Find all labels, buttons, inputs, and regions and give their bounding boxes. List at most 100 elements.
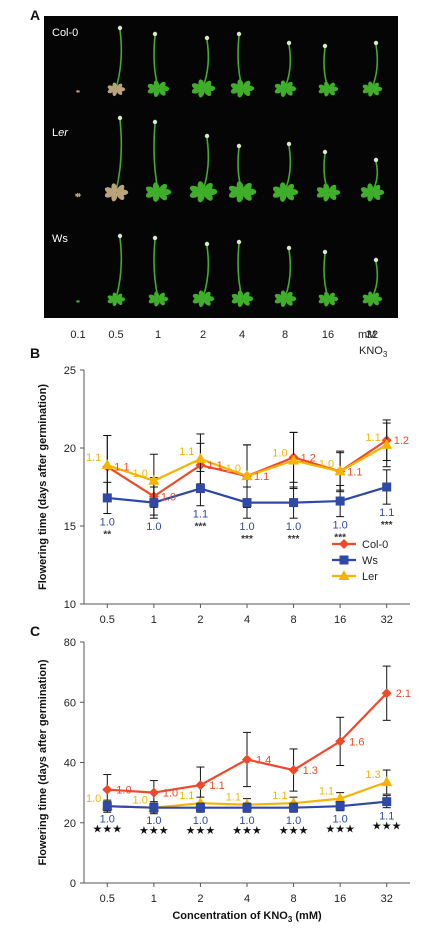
ratio-label: 1.0 — [100, 517, 115, 529]
ratio-label: 1.1 — [179, 790, 194, 802]
x-tick-label: 2 — [197, 614, 203, 626]
data-point — [288, 454, 300, 465]
plant-1-3 — [189, 133, 218, 203]
plant-0-0 — [76, 89, 81, 93]
data-point — [102, 784, 113, 795]
ratio-label: 1.0 — [146, 815, 161, 827]
ratio-label: 1.0 — [193, 815, 208, 827]
data-point — [148, 474, 160, 485]
ratio-label: 1.1 — [226, 792, 241, 804]
data-point — [195, 780, 206, 791]
plant-0-3 — [191, 35, 216, 98]
significance-marker: ★★★ — [372, 820, 402, 833]
ratio-label: 1.0 — [116, 785, 131, 797]
ratio-label: 1.4 — [256, 754, 271, 766]
significance-marker: *** — [288, 534, 300, 545]
row-label-ler: Ler — [52, 127, 69, 139]
plant-1-0 — [75, 192, 82, 198]
series-ws — [102, 795, 392, 813]
ratio-label: 2.1 — [396, 688, 411, 700]
chart-c: 0 20 40 60 80 0.5 1 2 4 8 16 32 Flowering time (days… — [37, 637, 411, 924]
ratio-label: 1.0 — [286, 521, 301, 533]
panel-c-letter: C — [30, 623, 40, 639]
x-tick-label: 4 — [244, 893, 250, 905]
x-tick-label: 16 — [334, 614, 346, 626]
plant-1-2 — [145, 119, 172, 202]
x-tick-label: 0.5 — [100, 614, 115, 626]
y-tick-label: 20 — [64, 443, 76, 455]
legend-label: Col-0 — [362, 539, 388, 551]
ratio-label: 1.1 — [272, 790, 287, 802]
data-point — [381, 776, 393, 787]
ratio-label: 1.0 — [239, 521, 254, 533]
ratio-label: 1.3 — [365, 769, 380, 781]
ratio-label: 1.1 — [209, 780, 224, 792]
data-point — [382, 797, 392, 807]
ratio-label: 1.1 — [365, 432, 380, 444]
series-col-0 — [102, 665, 392, 806]
data-point — [334, 465, 346, 476]
plant-photo — [44, 16, 398, 318]
data-point — [381, 688, 392, 699]
concentration-label: 4 — [239, 329, 245, 341]
plant-2-6 — [318, 249, 339, 307]
ratio-label: 1.1 — [319, 786, 334, 798]
data-point — [148, 787, 159, 798]
y-tick-label: 40 — [64, 758, 76, 770]
concentration-label: 32 — [366, 329, 378, 341]
legend-label: Ws — [362, 555, 378, 567]
ratio-label: 1.1 — [179, 446, 194, 458]
ratio-label: 1.0 — [239, 815, 254, 827]
ratio-label: 1.0 — [133, 468, 148, 480]
unit-label-mm: mM — [358, 329, 376, 341]
panel-a-letter: A — [30, 7, 40, 23]
x-tick-label: 2 — [197, 893, 203, 905]
x-tick-label: 32 — [381, 893, 393, 905]
x-tick-label: 0.5 — [100, 893, 115, 905]
plant-2-3 — [192, 241, 215, 307]
data-point — [195, 803, 205, 813]
concentration-label: 0.1 — [70, 329, 85, 341]
legend-label: Ler — [362, 571, 378, 583]
data-point — [242, 803, 252, 813]
y-tick-label: 10 — [64, 599, 76, 611]
ratio-label: 1.0 — [332, 814, 347, 826]
y-axis-title: Flowering time (days after germination) — [37, 384, 49, 590]
x-tick-label: 4 — [244, 614, 250, 626]
concentration-label: 2 — [200, 329, 206, 341]
ratio-label: 1.1 — [347, 466, 362, 478]
panel-b-letter: B — [30, 345, 40, 361]
data-point — [149, 803, 159, 813]
row-label-col0: Col-0 — [52, 27, 78, 39]
row-label-ws: Ws — [52, 233, 68, 245]
ratio-label: 1.0 — [272, 447, 287, 459]
plant-2-7 — [362, 257, 383, 307]
ratio-label: 1.1 — [379, 507, 394, 519]
ratio-label: 1.0 — [163, 788, 178, 800]
data-point — [289, 803, 299, 813]
significance-marker: ★★★ — [232, 824, 262, 837]
concentration-label: 1 — [155, 329, 161, 341]
significance-marker: *** — [334, 533, 346, 544]
x-tick-label: 1 — [151, 614, 157, 626]
legend-marker — [338, 570, 350, 580]
significance-marker: *** — [381, 520, 393, 531]
series-ws — [102, 469, 392, 519]
plant-2-5 — [274, 245, 297, 307]
plant-photo-plants — [75, 25, 385, 307]
data-point — [335, 736, 346, 747]
data-point — [102, 493, 112, 503]
concentration-label: 16 — [322, 329, 334, 341]
significance-marker: ★★★ — [279, 824, 309, 837]
plant-0-1 — [107, 25, 126, 97]
y-tick-label: 15 — [64, 521, 76, 533]
significance-marker: ★★★ — [186, 824, 216, 837]
ratio-label: 1.0 — [133, 795, 148, 807]
significance-marker: *** — [195, 522, 207, 533]
data-point — [335, 496, 345, 506]
data-point — [288, 765, 299, 776]
data-point — [242, 754, 252, 765]
significance-marker: ★★★ — [325, 823, 355, 836]
ratio-label: 1.2 — [301, 452, 316, 464]
plant-1-6 — [316, 149, 341, 202]
